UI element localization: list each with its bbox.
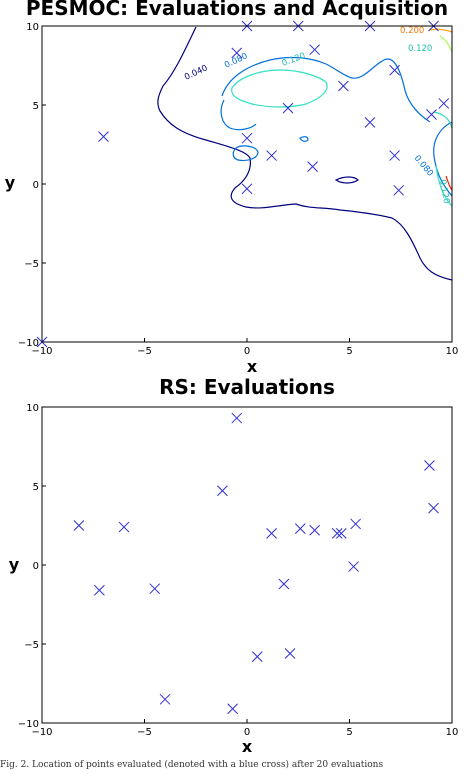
bottom-point-marker-15 <box>149 583 161 595</box>
contour-label-6: 0.080 <box>412 154 435 179</box>
contour-0.080 <box>221 56 431 123</box>
bottom-point-marker-18 <box>159 693 171 705</box>
bottom-point-marker-2 <box>424 460 435 471</box>
contour-label-7: 0.120 <box>437 179 451 205</box>
contour-dot2 <box>334 176 359 184</box>
top-xtick-label-2: 0 <box>244 346 250 357</box>
bottom-xtick-label-3: 5 <box>346 727 352 738</box>
bottom-point-marker-13 <box>348 561 359 572</box>
bottom-point-marker-14 <box>94 584 105 596</box>
top-point-marker-1 <box>231 47 243 59</box>
bottom-xtick-label-1: −5 <box>137 727 152 738</box>
top-xtick-label-1: −5 <box>137 346 152 357</box>
bottom-point-marker-6 <box>266 528 277 539</box>
bottom-points <box>73 412 439 715</box>
top-point-marker-10 <box>426 109 437 120</box>
top-ytick-label-3: −5 <box>24 259 39 270</box>
top-xtick-label-3: 5 <box>346 346 352 357</box>
bottom-ytick-label-4: −10 <box>18 719 39 730</box>
bottom-chart: RS: Evaluations −10 −5 0 5 10 10 5 0 −5 −10 x y <box>9 375 459 756</box>
top-ytick-label-2: 0 <box>33 180 39 191</box>
top-point-marker-14 <box>307 161 318 172</box>
bottom-ylabel: y <box>9 555 20 574</box>
top-points <box>36 20 450 348</box>
figure-caption: Fig. 2. Location of points evaluated (de… <box>0 760 384 770</box>
bottom-point-marker-10 <box>335 528 347 539</box>
bottom-point-marker-17 <box>284 648 296 659</box>
contour-label-3: 0.120 <box>281 51 307 69</box>
bottom-xlabel: x <box>242 737 253 756</box>
top-point-marker-9 <box>241 132 253 144</box>
top-point-marker-4 <box>309 44 321 56</box>
bottom-point-marker-16 <box>251 651 263 662</box>
top-xtick-label-4: 10 <box>446 346 459 357</box>
top-ticks: −10 −5 0 5 10 10 5 0 −5 −10 <box>18 22 458 357</box>
top-chart-title: PESMOC: Evaluations and Acquisition <box>26 0 448 20</box>
bottom-point-marker-5 <box>118 521 130 533</box>
top-xlabel: x <box>247 357 258 376</box>
bottom-chart-title: RS: Evaluations <box>159 375 335 399</box>
bottom-point-marker-0 <box>231 412 243 424</box>
bottom-point-marker-1 <box>217 485 228 497</box>
bottom-ytick-label-1: 5 <box>33 482 39 493</box>
contour-label-4: 0.200 <box>400 26 424 36</box>
bottom-xtick-label-4: 10 <box>446 727 459 738</box>
bottom-axes-frame <box>41 406 453 724</box>
bottom-point-marker-9 <box>331 528 343 539</box>
top-point-marker-17 <box>393 184 405 196</box>
top-xtick-label-0: −10 <box>31 346 52 357</box>
top-point-marker-13 <box>266 150 277 161</box>
top-point-marker-16 <box>241 183 253 195</box>
top-ylabel: y <box>5 173 16 192</box>
bottom-point-marker-19 <box>227 703 239 715</box>
top-ytick-label-0: 10 <box>26 22 39 33</box>
contour-0.120 <box>231 69 328 108</box>
contour-0.080c <box>433 121 453 197</box>
bottom-point-marker-3 <box>428 502 439 514</box>
contour-0.200 <box>429 28 453 33</box>
contour-0.080b <box>220 99 257 131</box>
bottom-xtick-label-2: 0 <box>244 727 250 738</box>
top-contours <box>157 26 453 281</box>
contour-0.040 <box>157 26 453 281</box>
top-chart: PESMOC: Evaluations and Acquisition 0.04… <box>5 0 459 376</box>
bottom-point-marker-8 <box>309 524 321 536</box>
top-point-marker-8 <box>282 102 294 114</box>
contour-0.160 <box>439 35 453 53</box>
top-axes-frame <box>41 25 453 343</box>
contour-0.120b <box>433 111 453 129</box>
bottom-ytick-label-0: 10 <box>26 403 39 414</box>
bottom-point-marker-4 <box>73 520 85 531</box>
top-point-marker-11 <box>438 98 450 109</box>
contour-label-1: 0.040 <box>183 63 209 82</box>
top-point-marker-6 <box>389 64 400 76</box>
top-ytick-label-1: 5 <box>33 101 39 112</box>
contour-ring <box>232 145 259 162</box>
contour-label-2: 0.080 <box>223 51 249 70</box>
bottom-ticks: −10 −5 0 5 10 10 5 0 −5 −10 <box>18 403 458 738</box>
bottom-ytick-label-3: −5 <box>24 640 39 651</box>
top-ytick-label-4: −10 <box>18 338 39 349</box>
top-point-marker-7 <box>337 80 349 92</box>
bottom-point-marker-7 <box>294 523 306 535</box>
contour-label-5: 0.120 <box>408 44 432 54</box>
contour-0.120c <box>435 165 453 207</box>
top-point-marker-0 <box>98 131 109 142</box>
bottom-point-marker-12 <box>278 578 290 590</box>
top-point-marker-12 <box>364 117 376 128</box>
bottom-point-marker-11 <box>350 518 362 530</box>
contour-0.200b <box>445 175 453 191</box>
bottom-xtick-label-0: −10 <box>31 727 52 738</box>
bottom-ytick-label-2: 0 <box>33 561 39 572</box>
top-point-marker-15 <box>389 150 400 161</box>
contour-dot1 <box>299 136 309 142</box>
